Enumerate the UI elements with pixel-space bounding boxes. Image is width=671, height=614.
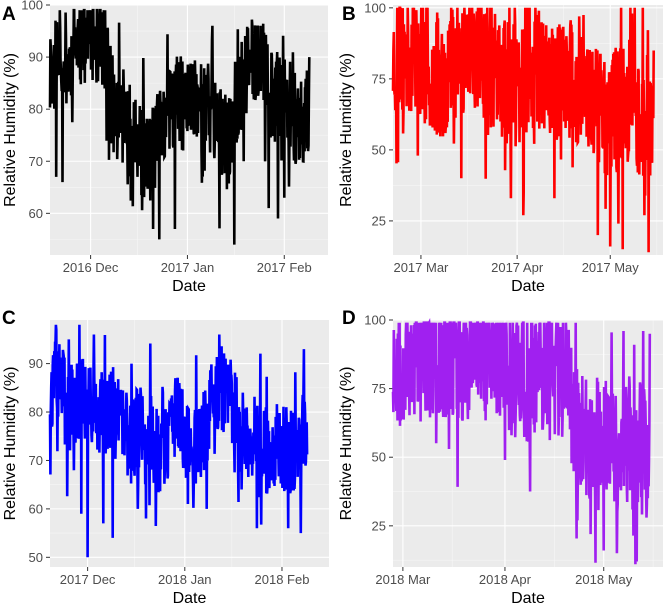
y-tick-label: 70 [29, 453, 43, 468]
x-tick-label: 2017 May [582, 260, 640, 275]
y-tick-label: 25 [372, 213, 386, 228]
y-tick-label: 60 [29, 206, 43, 221]
y-tick-label: 50 [29, 550, 43, 565]
y-axis-title-c: Relative Humidity (%) [2, 367, 19, 521]
y-tick-label: 50 [372, 450, 386, 465]
y-axis-title-d: Relative Humidity (%) [338, 367, 355, 521]
humidity-series-line-d [391, 318, 652, 565]
panel-label-c: C [2, 308, 16, 329]
y-tick-label: 75 [372, 381, 386, 396]
x-tick-label: 2018 May [575, 572, 633, 587]
x-tick-label: 2017 Dec [60, 572, 116, 587]
humidity-series-line-a [48, 8, 311, 245]
y-tick-label: 100 [21, 0, 43, 13]
y-tick-label: 25 [372, 518, 386, 533]
chart-panel-a: 60 70 80 90 100 2016 Dec 2017 Jan 2017 Feb Date R… [0, 0, 335, 302]
x-tick-label: 2018 Jan [158, 572, 212, 587]
x-tick-label: 2018 Feb [255, 572, 310, 587]
x-tick-label: 2018 Mar [375, 572, 431, 587]
chart-d: 25 50 75 100 2018 Mar 2018 Apr 2018 May Date Rel… [338, 308, 663, 607]
y-tick-label: 90 [29, 50, 43, 65]
chart-c: 50 60 70 80 90 2017 Dec 2018 Jan 2018 Feb Date Re… [2, 308, 329, 607]
panel-label-a: A [2, 4, 16, 25]
chart-a: 60 70 80 90 100 2016 Dec 2017 Jan 2017 Feb Date R… [2, 0, 328, 295]
y-tick-label: 50 [372, 142, 386, 157]
x-axis-title-b: Date [511, 278, 545, 295]
x-tick-label: 2017 Apr [491, 260, 544, 275]
x-tick-label: 2017 Jan [161, 260, 215, 275]
panel-label-d: D [342, 308, 356, 329]
x-tick-label: 2018 Apr [479, 572, 532, 587]
x-axis-title-d: Date [511, 590, 545, 607]
x-tick-label: 2017 Mar [393, 260, 449, 275]
x-axis-title-a: Date [172, 278, 206, 295]
humidity-series-line-b [391, 6, 655, 253]
x-tick-label: 2017 Feb [257, 260, 312, 275]
chart-panel-b: 25 50 75 100 2017 Mar 2017 Apr 2017 May Date Rel… [336, 0, 671, 302]
x-axis-title-c: Date [173, 590, 207, 607]
x-tick-label: 2016 Dec [63, 260, 119, 275]
y-tick-label: 100 [364, 313, 386, 328]
y-tick-label: 80 [29, 102, 43, 117]
y-tick-label: 90 [29, 356, 43, 371]
y-tick-label: 80 [29, 405, 43, 420]
y-tick-label: 70 [29, 154, 43, 169]
chart-panel-c: 50 60 70 80 90 2017 Dec 2018 Jan 2018 Feb Date Re… [0, 308, 335, 614]
humidity-series-line-c [48, 324, 309, 558]
y-axis-title-b: Relative Humidity (%) [338, 53, 355, 207]
y-tick-label: 75 [372, 71, 386, 86]
y-tick-label: 100 [364, 0, 386, 15]
y-axis-title-a: Relative Humidity (%) [2, 53, 19, 207]
chart-b: 25 50 75 100 2017 Mar 2017 Apr 2017 May Date Rel… [338, 0, 663, 295]
y-tick-label: 60 [29, 501, 43, 516]
chart-panel-d: 25 50 75 100 2018 Mar 2018 Apr 2018 May Date Rel… [336, 308, 671, 614]
panel-label-b: B [342, 4, 356, 25]
